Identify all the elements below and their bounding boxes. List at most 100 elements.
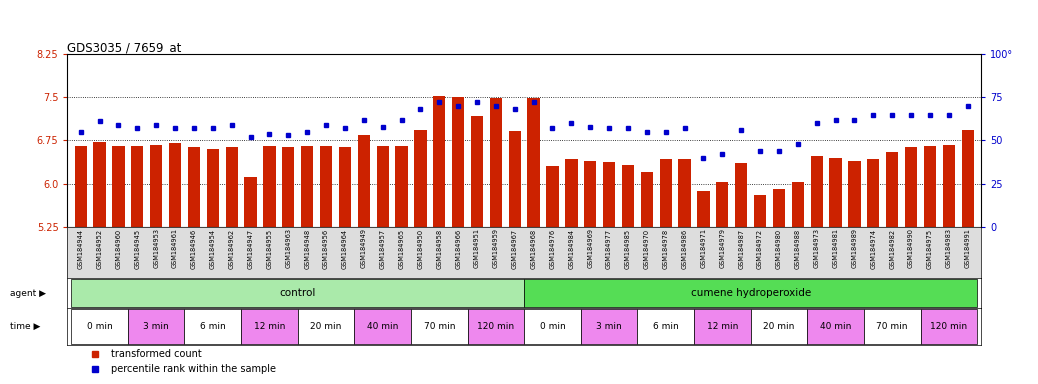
Bar (527, 98, 540, 227)
Bar (905, 147, 918, 227)
Text: GSM184960: GSM184960 (115, 228, 121, 268)
Text: GSM184974: GSM184974 (870, 228, 876, 268)
Text: 20 min: 20 min (763, 322, 795, 331)
Bar (377, 146, 389, 227)
Text: 3 min: 3 min (596, 322, 622, 331)
Text: GSM184962: GSM184962 (228, 228, 235, 268)
Bar (679, 159, 690, 227)
Text: GSM184954: GSM184954 (210, 228, 216, 268)
Bar (716, 182, 729, 227)
Bar (188, 147, 200, 227)
Text: GSM184988: GSM184988 (795, 228, 801, 268)
Text: GSM184946: GSM184946 (191, 228, 197, 268)
Text: GSM184980: GSM184980 (776, 228, 782, 268)
Text: GSM184959: GSM184959 (493, 228, 499, 268)
Bar (524, 279, 977, 307)
Text: 6 min: 6 min (200, 322, 225, 331)
Bar (792, 182, 804, 227)
Text: 12 min: 12 min (253, 322, 285, 331)
Text: GSM184990: GSM184990 (908, 228, 914, 268)
Bar (471, 116, 483, 227)
Text: GSM184947: GSM184947 (247, 228, 253, 268)
Bar (301, 146, 313, 227)
Bar (773, 189, 785, 227)
Bar (225, 147, 238, 227)
Text: GSM184961: GSM184961 (172, 228, 179, 268)
Bar (735, 163, 747, 227)
Text: agent ▶: agent ▶ (10, 289, 47, 298)
Text: GSM184976: GSM184976 (549, 228, 555, 268)
Bar (112, 146, 125, 227)
Text: GSM184984: GSM184984 (569, 228, 574, 268)
Text: 0 min: 0 min (87, 322, 112, 331)
Text: control: control (279, 288, 316, 298)
Bar (395, 146, 408, 227)
Bar (264, 146, 275, 227)
Text: GSM184986: GSM184986 (682, 228, 687, 268)
Text: GSM184964: GSM184964 (342, 228, 348, 268)
Bar (886, 152, 898, 227)
Bar (637, 310, 694, 344)
Text: GSM184977: GSM184977 (606, 228, 612, 268)
Text: 0 min: 0 min (540, 322, 566, 331)
Bar (921, 310, 977, 344)
Bar (659, 159, 672, 227)
Text: GSM184945: GSM184945 (134, 228, 140, 268)
Bar (320, 146, 332, 227)
Text: GSM184955: GSM184955 (267, 228, 272, 268)
Bar (433, 96, 445, 227)
Text: 40 min: 40 min (820, 322, 851, 331)
Text: cumene hydroperoxide: cumene hydroperoxide (690, 288, 811, 298)
Text: GSM184982: GSM184982 (890, 228, 895, 268)
Text: GSM184963: GSM184963 (285, 228, 292, 268)
Bar (811, 156, 823, 227)
Bar (829, 158, 842, 227)
Text: GSM184972: GSM184972 (757, 228, 763, 268)
Bar (566, 159, 577, 227)
Bar (509, 131, 521, 227)
Bar (128, 310, 185, 344)
Bar (924, 146, 936, 227)
Text: GSM184949: GSM184949 (361, 228, 366, 268)
Bar (808, 310, 864, 344)
Text: GSM184948: GSM184948 (304, 228, 310, 268)
Bar (603, 162, 616, 227)
Bar (943, 144, 955, 227)
Text: GSM184957: GSM184957 (380, 228, 386, 268)
Text: GSM184969: GSM184969 (588, 228, 594, 268)
Text: GSM184952: GSM184952 (97, 228, 103, 268)
Bar (864, 310, 921, 344)
Bar (282, 147, 295, 227)
Text: GSM184970: GSM184970 (644, 228, 650, 268)
Text: 70 min: 70 min (876, 322, 908, 331)
Text: 120 min: 120 min (477, 322, 515, 331)
Bar (411, 310, 467, 344)
Text: GSM184975: GSM184975 (927, 228, 933, 268)
Bar (490, 98, 502, 227)
Bar (452, 97, 464, 227)
Text: 3 min: 3 min (143, 322, 169, 331)
Bar (207, 149, 219, 227)
Bar (622, 165, 634, 227)
Bar (546, 166, 558, 227)
Text: transformed count: transformed count (111, 349, 202, 359)
Bar (694, 310, 750, 344)
Bar (75, 146, 87, 227)
Text: GSM184967: GSM184967 (512, 228, 518, 268)
Bar (848, 161, 861, 227)
Text: 12 min: 12 min (707, 322, 738, 331)
Bar (185, 310, 241, 344)
Bar (244, 177, 256, 227)
Text: GSM184951: GSM184951 (474, 228, 480, 268)
Text: GSM184981: GSM184981 (832, 228, 839, 268)
Bar (750, 310, 808, 344)
Bar (640, 172, 653, 227)
Text: 40 min: 40 min (367, 322, 399, 331)
Text: 6 min: 6 min (653, 322, 679, 331)
Bar (581, 310, 637, 344)
Bar (93, 142, 106, 227)
Text: GSM184968: GSM184968 (530, 228, 537, 268)
Text: GSM184985: GSM184985 (625, 228, 631, 268)
Text: time ▶: time ▶ (10, 322, 40, 331)
Bar (961, 130, 974, 227)
